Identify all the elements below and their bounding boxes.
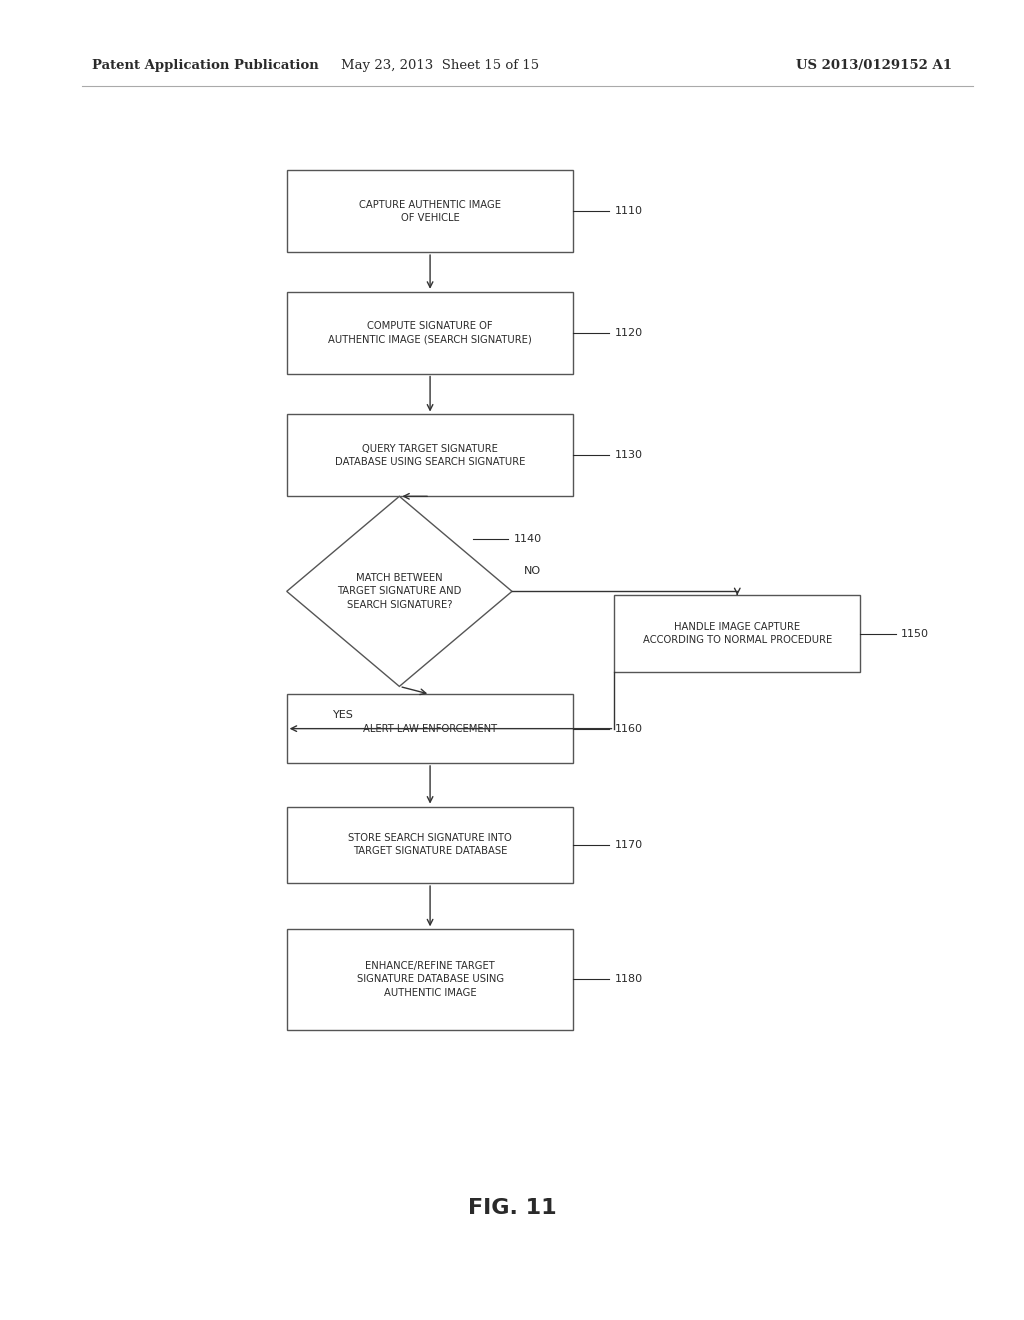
FancyBboxPatch shape bbox=[287, 694, 573, 763]
Text: QUERY TARGET SIGNATURE
DATABASE USING SEARCH SIGNATURE: QUERY TARGET SIGNATURE DATABASE USING SE… bbox=[335, 444, 525, 467]
Text: MATCH BETWEEN
TARGET SIGNATURE AND
SEARCH SIGNATURE?: MATCH BETWEEN TARGET SIGNATURE AND SEARC… bbox=[337, 573, 462, 610]
FancyBboxPatch shape bbox=[287, 929, 573, 1030]
Text: Patent Application Publication: Patent Application Publication bbox=[92, 59, 318, 73]
Text: 1140: 1140 bbox=[514, 535, 542, 544]
Polygon shape bbox=[287, 496, 512, 686]
FancyBboxPatch shape bbox=[287, 414, 573, 496]
Text: 1110: 1110 bbox=[614, 206, 642, 216]
FancyBboxPatch shape bbox=[287, 170, 573, 252]
Text: 1120: 1120 bbox=[614, 327, 642, 338]
Text: CAPTURE AUTHENTIC IMAGE
OF VEHICLE: CAPTURE AUTHENTIC IMAGE OF VEHICLE bbox=[359, 199, 501, 223]
FancyBboxPatch shape bbox=[287, 292, 573, 374]
Text: 1160: 1160 bbox=[614, 723, 642, 734]
Text: YES: YES bbox=[333, 710, 353, 721]
FancyBboxPatch shape bbox=[614, 595, 860, 672]
Text: 1150: 1150 bbox=[901, 628, 929, 639]
Text: 1130: 1130 bbox=[614, 450, 642, 461]
Text: ENHANCE/REFINE TARGET
SIGNATURE DATABASE USING
AUTHENTIC IMAGE: ENHANCE/REFINE TARGET SIGNATURE DATABASE… bbox=[356, 961, 504, 998]
Text: 1180: 1180 bbox=[614, 974, 642, 985]
Text: US 2013/0129152 A1: US 2013/0129152 A1 bbox=[797, 59, 952, 73]
Text: NO: NO bbox=[524, 565, 542, 576]
Text: HANDLE IMAGE CAPTURE
ACCORDING TO NORMAL PROCEDURE: HANDLE IMAGE CAPTURE ACCORDING TO NORMAL… bbox=[643, 622, 831, 645]
Text: May 23, 2013  Sheet 15 of 15: May 23, 2013 Sheet 15 of 15 bbox=[341, 59, 540, 73]
Text: COMPUTE SIGNATURE OF
AUTHENTIC IMAGE (SEARCH SIGNATURE): COMPUTE SIGNATURE OF AUTHENTIC IMAGE (SE… bbox=[329, 321, 531, 345]
Text: ALERT LAW ENFORCEMENT: ALERT LAW ENFORCEMENT bbox=[364, 723, 497, 734]
Text: STORE SEARCH SIGNATURE INTO
TARGET SIGNATURE DATABASE: STORE SEARCH SIGNATURE INTO TARGET SIGNA… bbox=[348, 833, 512, 857]
FancyBboxPatch shape bbox=[287, 807, 573, 883]
Text: 1170: 1170 bbox=[614, 840, 642, 850]
Text: FIG. 11: FIG. 11 bbox=[468, 1197, 556, 1218]
